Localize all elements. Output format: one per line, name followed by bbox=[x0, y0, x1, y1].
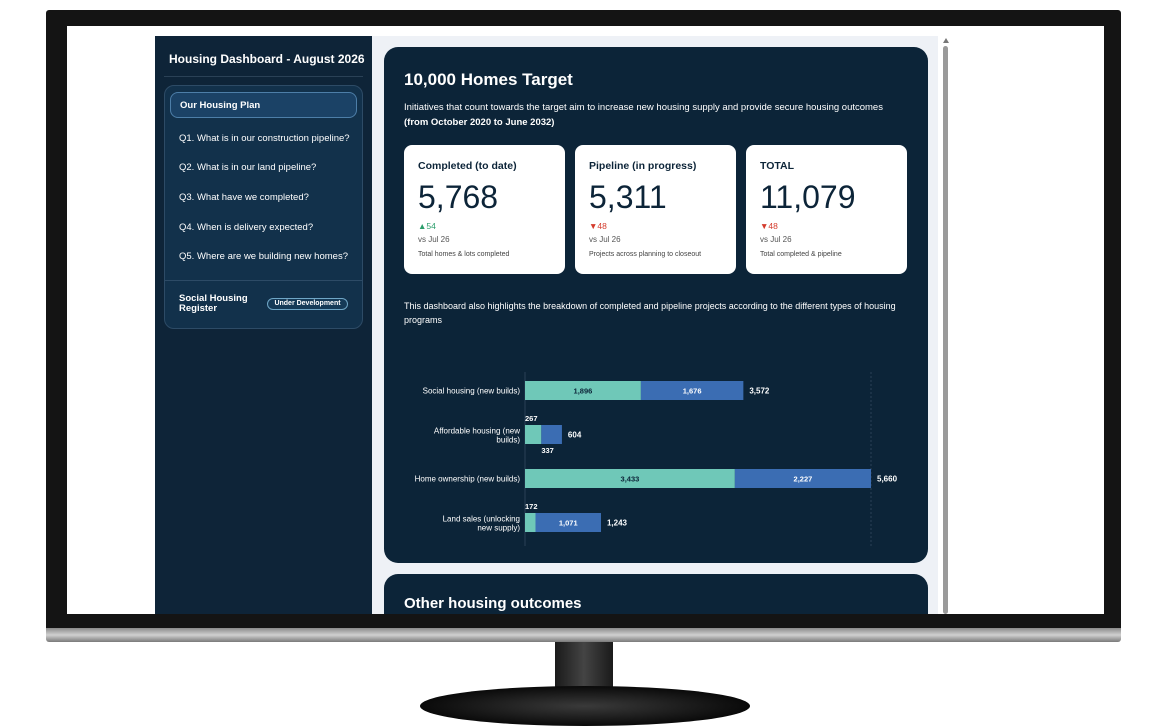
kpi-note: Total completed & pipeline bbox=[760, 251, 842, 258]
total-label: 5,660 bbox=[877, 475, 898, 484]
nav-panel: Our Housing Plan Q1. What is in our cons… bbox=[164, 85, 363, 329]
category-label: Land sales (unlocking bbox=[443, 515, 520, 524]
data-label: 172 bbox=[525, 502, 538, 511]
nav-item-label: Our Housing Plan bbox=[180, 100, 261, 111]
sidebar-divider bbox=[164, 76, 363, 77]
kpi-note: Projects across planning to closeout bbox=[589, 251, 702, 258]
other-outcomes-card: Other housing outcomes bbox=[384, 574, 928, 614]
bar-pipeline bbox=[734, 469, 871, 488]
nav-item-q5[interactable]: Q5. Where are we building new homes? bbox=[179, 251, 348, 262]
data-label: 267 bbox=[525, 414, 538, 423]
nav-item-q1[interactable]: Q1. What is in our construction pipeline… bbox=[179, 133, 350, 144]
kpi-comparison: vs Jul 26 bbox=[760, 235, 792, 244]
target-card: 10,000 Homes Target Initiatives that cou… bbox=[384, 47, 928, 599]
kpi-comparison: vs Jul 26 bbox=[418, 235, 450, 244]
scrollbar-thumb[interactable] bbox=[943, 46, 948, 614]
status-badge: Under Development bbox=[267, 298, 348, 310]
target-card-title: 10,000 Homes Target bbox=[404, 70, 573, 89]
total-label: 1,243 bbox=[607, 519, 628, 528]
breakdown-description: This dashboard also highlights the break… bbox=[404, 301, 896, 325]
data-label: 337 bbox=[541, 446, 554, 455]
bar-completed bbox=[525, 381, 641, 400]
bar-completed bbox=[525, 425, 542, 444]
category-label: Affordable housing (new bbox=[434, 427, 520, 436]
data-label: 1,676 bbox=[683, 387, 702, 396]
kpi-value: 5,311 bbox=[589, 179, 667, 215]
monitor-stand-neck bbox=[555, 642, 613, 690]
scroll-up-arrow[interactable] bbox=[943, 38, 949, 43]
kpi-value: 11,079 bbox=[760, 179, 856, 215]
kpi-label: Pipeline (in progress) bbox=[589, 160, 697, 172]
kpi-label: Completed (to date) bbox=[418, 160, 517, 172]
nav-separator bbox=[165, 280, 362, 281]
category-label: new supply) bbox=[477, 524, 520, 533]
nav-item-q3[interactable]: Q3. What have we completed? bbox=[179, 192, 309, 203]
kpi-delta: ▼48 bbox=[589, 221, 607, 231]
category-label: Social housing (new builds) bbox=[423, 387, 521, 396]
other-outcomes-title: Other housing outcomes bbox=[404, 595, 582, 612]
screen: Housing Dashboard - August 2026 Our Hous… bbox=[67, 26, 1104, 614]
kpi-delta: ▼48 bbox=[760, 221, 778, 231]
kpi-comparison: vs Jul 26 bbox=[589, 235, 621, 244]
bar-pipeline bbox=[541, 425, 562, 444]
main-content: 10,000 Homes Target Initiatives that cou… bbox=[372, 36, 938, 614]
data-label: 1,071 bbox=[559, 519, 578, 528]
bar-completed bbox=[525, 469, 735, 488]
kpi-pipeline: Pipeline (in progress) 5,311 ▼48 vs Jul … bbox=[575, 145, 736, 274]
description-text: Initiatives that count towards the targe… bbox=[404, 102, 883, 113]
nav-item-q2[interactable]: Q2. What is in our land pipeline? bbox=[179, 162, 317, 173]
bar-completed bbox=[525, 513, 536, 532]
kpi-total: TOTAL 11,079 ▼48 vs Jul 26 Total complet… bbox=[746, 145, 907, 274]
target-card-description: Initiatives that count towards the targe… bbox=[404, 100, 914, 130]
kpi-label: TOTAL bbox=[760, 160, 795, 172]
data-label: 1,896 bbox=[574, 387, 593, 396]
kpi-delta: ▲54 bbox=[418, 221, 436, 231]
description-period: (from October 2020 to June 2032) bbox=[404, 117, 555, 128]
total-label: 3,572 bbox=[749, 387, 770, 396]
monitor-chin bbox=[46, 628, 1121, 642]
category-label: builds) bbox=[496, 436, 520, 445]
category-label: Home ownership (new builds) bbox=[415, 475, 521, 484]
housing-breakdown-chart: Social housing (new builds) 1,896 1,676 3,5… bbox=[415, 372, 898, 599]
monitor-stand-base bbox=[420, 686, 750, 726]
dashboard-title: Housing Dashboard - August 2026 bbox=[169, 52, 365, 66]
total-label: 604 bbox=[568, 431, 582, 440]
kpi-value: 5,768 bbox=[418, 179, 499, 215]
data-label: 2,227 bbox=[794, 475, 813, 484]
nav-item-social-housing-register[interactable]: Social Housing Register bbox=[179, 293, 248, 314]
bar-pipeline bbox=[535, 513, 601, 532]
nav-item-our-housing-plan[interactable]: Our Housing Plan bbox=[170, 92, 357, 118]
data-label: 3,433 bbox=[621, 475, 640, 484]
sidebar: Housing Dashboard - August 2026 Our Hous… bbox=[155, 36, 372, 614]
kpi-completed: Completed (to date) 5,768 ▲54 vs Jul 26 … bbox=[404, 145, 565, 274]
kpi-note: Total homes & lots completed bbox=[418, 251, 510, 258]
bar-pipeline bbox=[640, 381, 744, 400]
nav-item-q4[interactable]: Q4. When is delivery expected? bbox=[179, 222, 314, 233]
